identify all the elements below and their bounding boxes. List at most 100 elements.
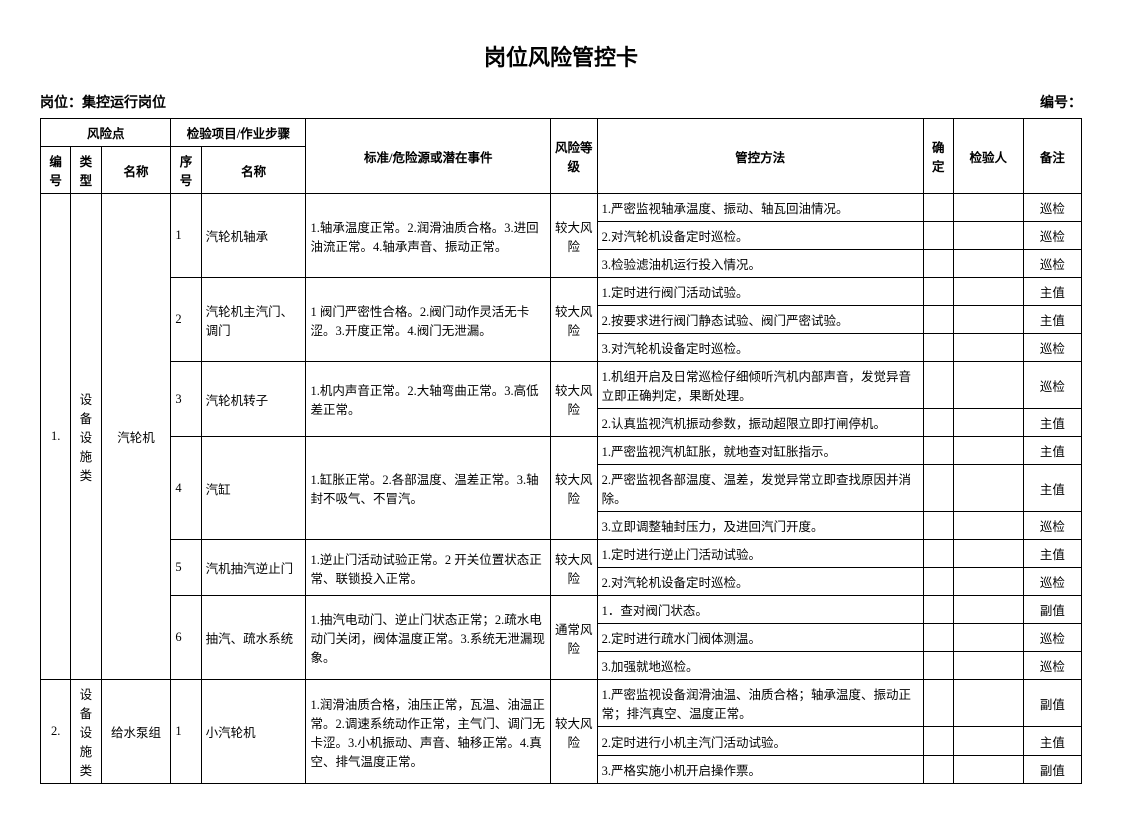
item-seq: 4 xyxy=(171,437,201,540)
control-text: 2.对汽轮机设备定时巡检。 xyxy=(597,222,923,250)
table-row: 4汽缸1.缸胀正常。2.各部温度、温差正常。3.轴封不吸气、不冒汽。较大风险1.… xyxy=(41,437,1082,465)
note-cell: 主值 xyxy=(1023,465,1081,512)
control-text: 3.检验滤油机运行投入情况。 xyxy=(597,250,923,278)
note-cell: 巡检 xyxy=(1023,250,1081,278)
table-row: 1.设备设施类汽轮机1汽轮机轴承1.轴承温度正常。2.润滑油质合格。3.进回油流… xyxy=(41,194,1082,222)
page-title: 岗位风险管控卡 xyxy=(40,40,1082,72)
control-text: 2.定时进行疏水门阀体测温。 xyxy=(597,624,923,652)
position-label: 岗位：集控运行岗位 xyxy=(40,92,166,112)
control-text: 2.严密监视各部温度、温差，发觉异常立即查找原因并消除。 xyxy=(597,465,923,512)
control-text: 1.定时进行阀门活动试验。 xyxy=(597,278,923,306)
inspector-cell xyxy=(953,362,1023,409)
control-text: 3.对汽轮机设备定时巡检。 xyxy=(597,334,923,362)
item-level: 较大风险 xyxy=(551,680,598,784)
inspector-cell xyxy=(953,306,1023,334)
inspector-cell xyxy=(953,680,1023,727)
confirm-cell xyxy=(923,250,953,278)
control-text: 1．查对阀门状态。 xyxy=(597,596,923,624)
item-seq: 6 xyxy=(171,596,201,680)
control-text: 2.认真监视汽机振动参数，振动超限立即打闸停机。 xyxy=(597,409,923,437)
th-inspection: 检验项目/作业步骤 xyxy=(171,119,306,147)
th-seq: 序号 xyxy=(171,147,201,194)
item-name: 小汽轮机 xyxy=(201,680,306,784)
note-cell: 副值 xyxy=(1023,680,1081,727)
th-risk-point: 风险点 xyxy=(41,119,171,147)
confirm-cell xyxy=(923,409,953,437)
inspector-cell xyxy=(953,540,1023,568)
note-cell: 主值 xyxy=(1023,437,1081,465)
item-level: 较大风险 xyxy=(551,540,598,596)
control-text: 1.严密监视轴承温度、振动、轴瓦回油情况。 xyxy=(597,194,923,222)
item-name: 汽缸 xyxy=(201,437,306,540)
item-standard: 1.缸胀正常。2.各部温度、温差正常。3.轴封不吸气、不冒汽。 xyxy=(306,437,551,540)
inspector-cell xyxy=(953,465,1023,512)
th-note: 备注 xyxy=(1023,119,1081,194)
confirm-cell xyxy=(923,194,953,222)
confirm-cell xyxy=(923,624,953,652)
item-seq: 2 xyxy=(171,278,201,362)
control-text: 1.严密监视汽机缸胀，就地查对缸胀指示。 xyxy=(597,437,923,465)
note-cell: 主值 xyxy=(1023,409,1081,437)
item-name: 汽轮机主汽门、调门 xyxy=(201,278,306,362)
confirm-cell xyxy=(923,652,953,680)
th-type: 类型 xyxy=(71,147,101,194)
item-name: 汽机抽汽逆止门 xyxy=(201,540,306,596)
th-level: 风险等级 xyxy=(551,119,598,194)
risk-table: 风险点 检验项目/作业步骤 标准/危险源或潜在事件 风险等级 管控方法 确定 检… xyxy=(40,118,1082,784)
th-name: 名称 xyxy=(101,147,171,194)
control-text: 3.加强就地巡检。 xyxy=(597,652,923,680)
control-text: 1.严密监视设备润滑油温、油质合格；轴承温度、振动正常；排汽真空、温度正常。 xyxy=(597,680,923,727)
inspector-cell xyxy=(953,727,1023,755)
note-cell: 主值 xyxy=(1023,727,1081,755)
group-type: 设备设施类 xyxy=(71,194,101,680)
meta-row: 岗位：集控运行岗位 编号： xyxy=(40,92,1082,112)
group-name: 汽轮机 xyxy=(101,194,171,680)
code-label: 编号： xyxy=(1040,92,1082,112)
control-text: 2.对汽轮机设备定时巡检。 xyxy=(597,568,923,596)
item-name: 汽轮机轴承 xyxy=(201,194,306,278)
item-seq: 5 xyxy=(171,540,201,596)
item-level: 较大风险 xyxy=(551,437,598,540)
item-standard: 1.机内声音正常。2.大轴弯曲正常。3.高低差正常。 xyxy=(306,362,551,437)
inspector-cell xyxy=(953,437,1023,465)
table-row: 6抽汽、疏水系统1.抽汽电动门、逆止门状态正常；2.疏水电动门关闭，阀体温度正常… xyxy=(41,596,1082,624)
confirm-cell xyxy=(923,568,953,596)
note-cell: 巡检 xyxy=(1023,652,1081,680)
table-row: 5汽机抽汽逆止门1.逆止门活动试验正常。2 开关位置状态正常、联锁投入正常。较大… xyxy=(41,540,1082,568)
item-level: 较大风险 xyxy=(551,278,598,362)
note-cell: 副值 xyxy=(1023,755,1081,783)
confirm-cell xyxy=(923,755,953,783)
table-row: 3汽轮机转子1.机内声音正常。2.大轴弯曲正常。3.高低差正常。较大风险1.机组… xyxy=(41,362,1082,409)
item-level: 较大风险 xyxy=(551,194,598,278)
control-text: 2.定时进行小机主汽门活动试验。 xyxy=(597,727,923,755)
item-seq: 1 xyxy=(171,680,201,784)
control-text: 2.按要求进行阀门静态试验、阀门严密试验。 xyxy=(597,306,923,334)
confirm-cell xyxy=(923,278,953,306)
confirm-cell xyxy=(923,306,953,334)
confirm-cell xyxy=(923,680,953,727)
th-item-name: 名称 xyxy=(201,147,306,194)
item-name: 汽轮机转子 xyxy=(201,362,306,437)
note-cell: 巡检 xyxy=(1023,362,1081,409)
confirm-cell xyxy=(923,512,953,540)
inspector-cell xyxy=(953,334,1023,362)
th-inspector: 检验人 xyxy=(953,119,1023,194)
th-control: 管控方法 xyxy=(597,119,923,194)
note-cell: 主值 xyxy=(1023,306,1081,334)
item-level: 较大风险 xyxy=(551,362,598,437)
control-text: 3.立即调整轴封压力，及进回汽门开度。 xyxy=(597,512,923,540)
note-cell: 副值 xyxy=(1023,596,1081,624)
item-standard: 1.抽汽电动门、逆止门状态正常；2.疏水电动门关闭，阀体温度正常。3.系统无泄漏… xyxy=(306,596,551,680)
confirm-cell xyxy=(923,222,953,250)
item-seq: 1 xyxy=(171,194,201,278)
note-cell: 主值 xyxy=(1023,278,1081,306)
control-text: 1.机组开启及日常巡检仔细倾听汽机内部声音，发觉异音立即正确判定，果断处理。 xyxy=(597,362,923,409)
group-no: 2. xyxy=(41,680,71,784)
confirm-cell xyxy=(923,437,953,465)
note-cell: 巡检 xyxy=(1023,624,1081,652)
confirm-cell xyxy=(923,596,953,624)
item-seq: 3 xyxy=(171,362,201,437)
item-standard: 1.润滑油质合格，油压正常，瓦温、油温正常。2.调速系统动作正常，主气门、调门无… xyxy=(306,680,551,784)
confirm-cell xyxy=(923,465,953,512)
note-cell: 巡检 xyxy=(1023,222,1081,250)
